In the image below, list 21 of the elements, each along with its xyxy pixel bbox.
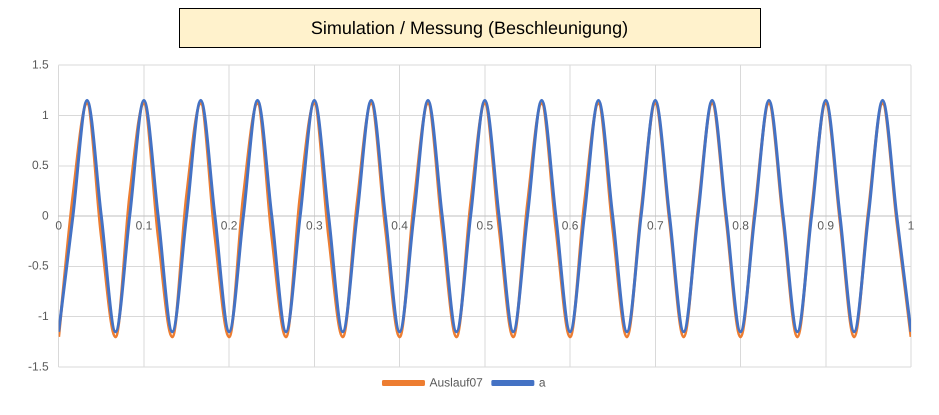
y-tick-label: 1.5 (32, 58, 49, 72)
x-tick-label: 0.9 (817, 218, 834, 233)
x-tick-label: 1 (908, 218, 915, 233)
y-tick-label: -0.5 (28, 258, 49, 273)
x-tick-label: 0.5 (476, 218, 494, 233)
y-tick-label: -1.5 (28, 359, 49, 374)
x-tick-label: 0.8 (732, 218, 750, 233)
y-tick-label: 0 (42, 208, 49, 222)
x-tick-label: 0.7 (646, 218, 664, 233)
legend-label: Auslauf07 (429, 375, 484, 390)
x-tick-label: 0.1 (136, 218, 153, 233)
x-tick-label: 0.6 (562, 218, 579, 233)
y-tick-label: 1 (42, 108, 49, 122)
x-tick-label: 0.2 (220, 218, 238, 233)
y-tick-label: -1 (38, 309, 49, 324)
chart-title: Simulation / Messung (Beschleunigung) (178, 8, 760, 48)
y-tick-label: 0.5 (32, 158, 49, 172)
x-tick-label: 0 (55, 218, 62, 233)
x-tick-label: 0.4 (391, 218, 408, 233)
legend-label: a (538, 375, 546, 390)
x-tick-label: 0.3 (306, 218, 324, 233)
